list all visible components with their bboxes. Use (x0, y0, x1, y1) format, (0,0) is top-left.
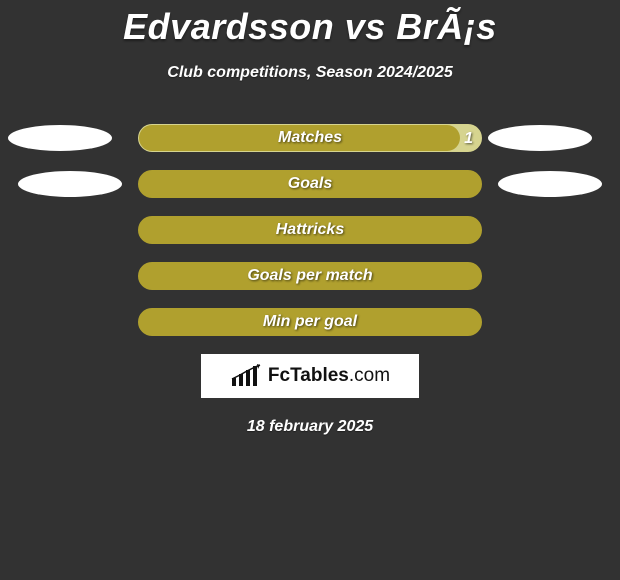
fctables-bars-icon (230, 364, 264, 388)
stat-value-right: 1 (464, 125, 473, 153)
fctables-logo-text: FcTables.com (268, 365, 390, 387)
stats-chart: 1Matches Goals Hattricks Goals per match Min… (0, 124, 620, 336)
fctables-logo-light: .com (349, 365, 390, 386)
stat-bar (138, 170, 482, 198)
player-blob-left (8, 125, 112, 151)
stat-row: Hattricks (0, 216, 620, 244)
player-blob-right (488, 125, 592, 151)
page-subtitle: Club competitions, Season 2024/2025 (0, 64, 620, 82)
stat-row: Goals per match (0, 262, 620, 290)
stat-row: Goals (0, 170, 620, 198)
player-blob-left (18, 171, 122, 197)
stat-bar (138, 308, 482, 336)
page-date: 18 february 2025 (0, 418, 620, 436)
stat-row: Min per goal (0, 308, 620, 336)
player-blob-right (498, 171, 602, 197)
stat-bar (138, 216, 482, 244)
stat-bar: 1 (138, 124, 482, 152)
fctables-logo-bold: FcTables (268, 365, 349, 386)
page-title: Edvardsson vs BrÃ¡s (0, 0, 620, 48)
stat-bar (138, 262, 482, 290)
stat-row: 1Matches (0, 124, 620, 152)
stat-bar-fill (139, 125, 460, 151)
fctables-logo: FcTables.com (201, 354, 419, 398)
